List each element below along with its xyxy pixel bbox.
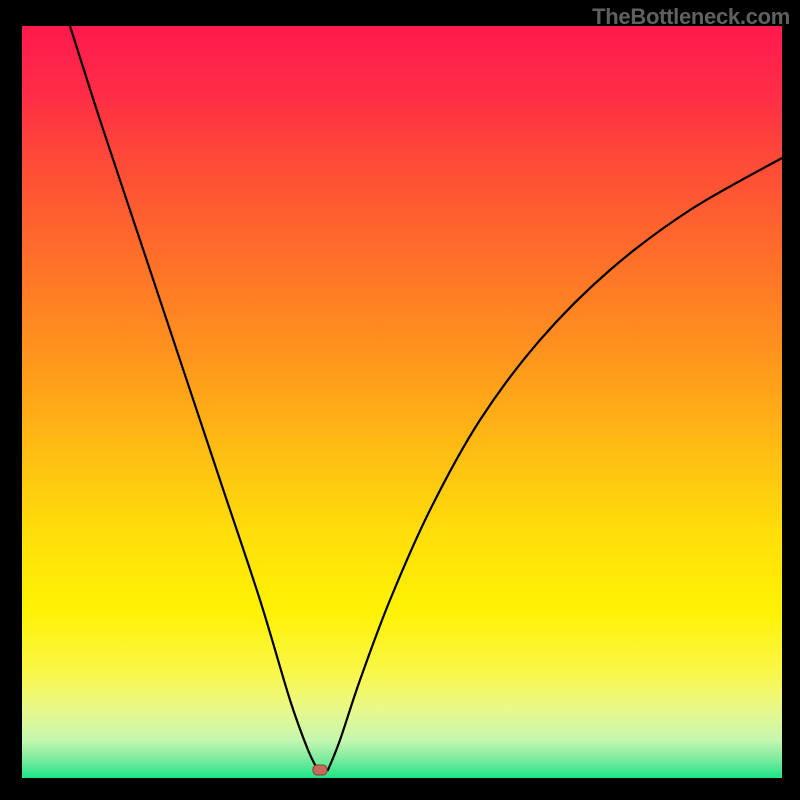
plot-background	[22, 26, 782, 778]
bottleneck-chart: TheBottleneck.com	[0, 0, 800, 800]
minimum-marker	[313, 765, 327, 775]
chart-svg	[0, 0, 800, 800]
watermark-text: TheBottleneck.com	[592, 4, 790, 30]
